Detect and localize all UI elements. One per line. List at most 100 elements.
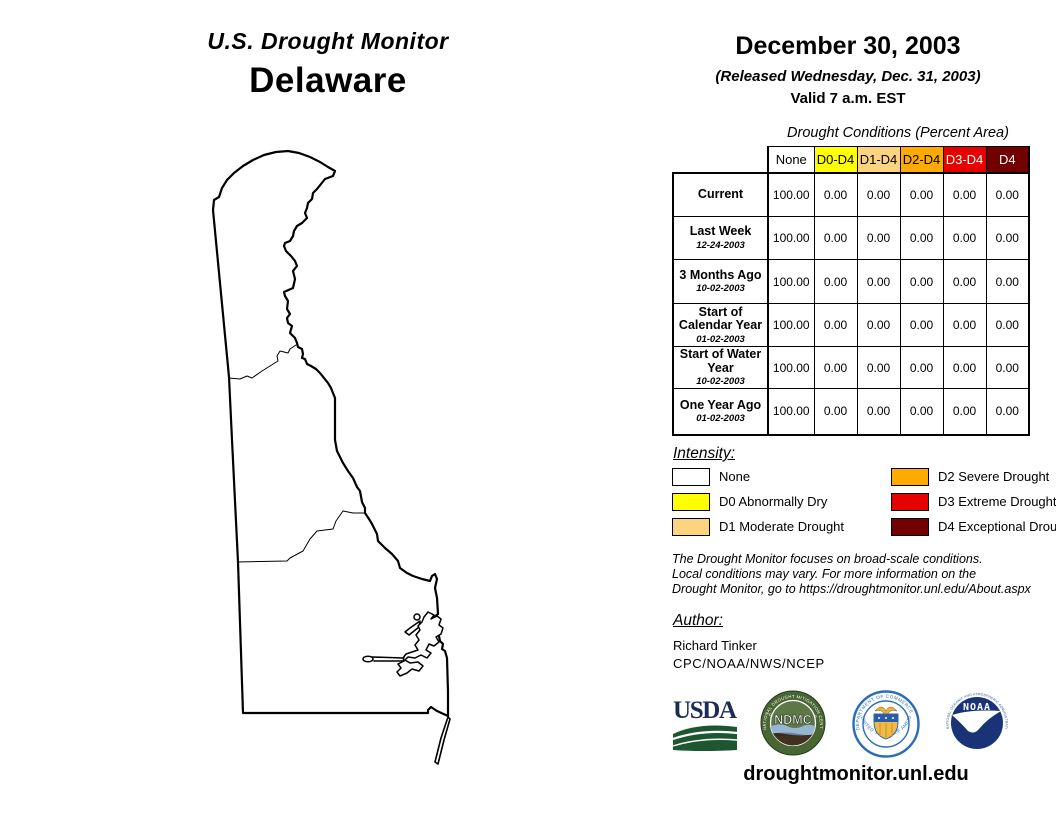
value-cell: 0.00 bbox=[942, 346, 987, 389]
author-heading: Author: bbox=[673, 612, 723, 629]
table-row: Current 100.00 0.00 0.00 0.00 0.00 0.00 bbox=[672, 171, 1030, 217]
legend-item: None bbox=[672, 467, 844, 486]
row-label: Last Week bbox=[689, 224, 752, 239]
commerce-seal: DEPARTMENT OF COMMERCE UNITED STATES OF … bbox=[852, 690, 920, 758]
value-cell: 0.00 bbox=[899, 346, 944, 389]
row-label: Start of Calendar Year bbox=[678, 304, 763, 332]
row-date: 10-02-2003 bbox=[696, 283, 745, 295]
value-cell: 0.00 bbox=[899, 388, 944, 436]
report-title: U.S. Drought Monitor bbox=[207, 28, 449, 54]
usda-logo-text: USDA bbox=[673, 697, 737, 724]
inland-bays bbox=[362, 611, 444, 677]
row-date: 01-02-2003 bbox=[696, 333, 745, 345]
row-label: One Year Ago bbox=[679, 397, 762, 412]
date-block: December 30, 2003 (Released Wednesday, D… bbox=[652, 32, 1044, 107]
legend-label: D4 Exceptional Drought bbox=[938, 519, 1056, 534]
row-date: 01-02-2003 bbox=[696, 413, 745, 424]
county-line-north bbox=[228, 344, 297, 380]
legend-item: D4 Exceptional Drought bbox=[891, 517, 1056, 536]
legend-column-left: None D0 Abnormally Dry D1 Moderate Droug… bbox=[672, 467, 844, 543]
drought-conditions-table: None D0-D4 D1-D4 D2-D4 D3-D4 D4 Current … bbox=[672, 146, 1030, 436]
value-cell: 100.00 bbox=[767, 303, 815, 347]
map-date: December 30, 2003 bbox=[735, 32, 961, 60]
row-label-cell: Start of Water Year 10-02-2003 bbox=[672, 346, 769, 389]
table-header-row: None D0-D4 D1-D4 D2-D4 D3-D4 D4 bbox=[673, 146, 1030, 173]
value-cell: 0.00 bbox=[856, 259, 901, 304]
value-cell: 100.00 bbox=[767, 346, 815, 389]
ndmc-logo: NATIONAL DROUGHT MITIGATION CENTER UNIVE… bbox=[760, 690, 826, 756]
legend-column-right: D2 Severe Drought D3 Extreme Drought D4 … bbox=[891, 467, 1056, 543]
value-cell: 0.00 bbox=[813, 259, 858, 304]
legend-label: D0 Abnormally Dry bbox=[719, 494, 828, 509]
row-date: 10-02-2003 bbox=[696, 376, 745, 387]
value-cell: 0.00 bbox=[985, 171, 1030, 217]
state-name: Delaware bbox=[249, 61, 407, 100]
value-cell: 0.00 bbox=[985, 259, 1030, 304]
table-row: 3 Months Ago 10-02-2003 100.00 0.00 0.00… bbox=[672, 259, 1030, 304]
disclaimer-line: Local conditions may vary. For more info… bbox=[672, 566, 977, 581]
disclaimer-line: Drought Monitor, go to https://droughtmo… bbox=[672, 581, 1031, 596]
valid-time: Valid 7 a.m. EST bbox=[790, 90, 906, 107]
author-organization: CPC/NOAA/NWS/NCEP bbox=[673, 656, 825, 671]
legend-swatch-d1 bbox=[672, 517, 710, 536]
legend-item: D3 Extreme Drought bbox=[891, 492, 1056, 511]
value-cell: 0.00 bbox=[899, 171, 944, 217]
row-label: Start of Water Year bbox=[679, 347, 762, 375]
noaa-logo-text: NOAA bbox=[963, 702, 991, 713]
row-label-cell: Current bbox=[672, 171, 769, 217]
value-cell: 0.00 bbox=[985, 346, 1030, 389]
value-cell: 0.00 bbox=[942, 259, 987, 304]
table-row: One Year Ago 01-02-2003 100.00 0.00 0.00… bbox=[672, 388, 1030, 436]
value-cell: 0.00 bbox=[942, 388, 987, 436]
table-title: Drought Conditions (Percent Area) bbox=[787, 125, 1009, 141]
intensity-legend: None D0 Abnormally Dry D1 Moderate Droug… bbox=[672, 467, 1056, 543]
value-cell: 100.00 bbox=[767, 171, 815, 217]
value-cell: 0.00 bbox=[899, 303, 944, 347]
title-block: U.S. Drought Monitor Delaware bbox=[163, 28, 493, 101]
column-header-d4: D4 bbox=[985, 146, 1030, 173]
county-line-south bbox=[237, 510, 366, 563]
disclaimer-line: The Drought Monitor focuses on broad-sca… bbox=[672, 552, 983, 566]
value-cell: 0.00 bbox=[942, 216, 987, 260]
column-header-none: None bbox=[767, 146, 815, 173]
value-cell: 100.00 bbox=[767, 259, 815, 304]
legend-title: Intensity: bbox=[673, 445, 736, 462]
value-cell: 0.00 bbox=[942, 171, 987, 217]
row-label-cell: 3 Months Ago 10-02-2003 bbox=[672, 259, 769, 304]
legend-swatch-d2 bbox=[891, 467, 930, 486]
noaa-logo: NATIONAL OCEANIC AND ATMOSPHERIC ADMINIS… bbox=[945, 691, 1009, 755]
table-corner-cell bbox=[673, 146, 768, 173]
legend-item: D1 Moderate Drought bbox=[672, 517, 844, 536]
legend-swatch-d3 bbox=[891, 492, 930, 511]
coastal-strip bbox=[434, 716, 451, 765]
table-row: Start of Water Year 10-02-2003 100.00 0.… bbox=[672, 346, 1030, 389]
column-header-d1d4: D1-D4 bbox=[856, 146, 901, 173]
value-cell: 0.00 bbox=[813, 171, 858, 217]
value-cell: 100.00 bbox=[767, 388, 815, 436]
disclaimer-text: The Drought Monitor focuses on broad-sca… bbox=[672, 552, 1031, 596]
footer-url: droughtmonitor.unl.edu bbox=[743, 763, 969, 785]
table-row: Last Week 12-24-2003 100.00 0.00 0.00 0.… bbox=[672, 216, 1030, 260]
table-row: Start of Calendar Year 01-02-2003 100.00… bbox=[672, 303, 1030, 347]
value-cell: 0.00 bbox=[813, 346, 858, 389]
value-cell: 0.00 bbox=[856, 346, 901, 389]
row-label: 3 Months Ago bbox=[679, 267, 762, 282]
legend-swatch-d0 bbox=[672, 492, 710, 511]
value-cell: 0.00 bbox=[856, 216, 901, 260]
column-header-d3d4: D3-D4 bbox=[942, 146, 987, 173]
column-header-d0d4: D0-D4 bbox=[813, 146, 858, 173]
logo-row: USDA NATIONAL DROUGHT MITIGATION CENTER … bbox=[672, 690, 1012, 760]
value-cell: 0.00 bbox=[985, 388, 1030, 436]
value-cell: 0.00 bbox=[856, 171, 901, 217]
value-cell: 0.00 bbox=[899, 216, 944, 260]
row-label: Current bbox=[697, 187, 744, 201]
legend-label: D3 Extreme Drought bbox=[938, 494, 1056, 509]
column-header-d2d4: D2-D4 bbox=[899, 146, 944, 173]
value-cell: 0.00 bbox=[813, 303, 858, 347]
legend-swatch-none bbox=[672, 467, 710, 486]
ndmc-logo-text: NDMC bbox=[774, 713, 812, 727]
row-date: 12-24-2003 bbox=[696, 239, 745, 251]
release-date: (Released Wednesday, Dec. 31, 2003) bbox=[715, 68, 981, 85]
